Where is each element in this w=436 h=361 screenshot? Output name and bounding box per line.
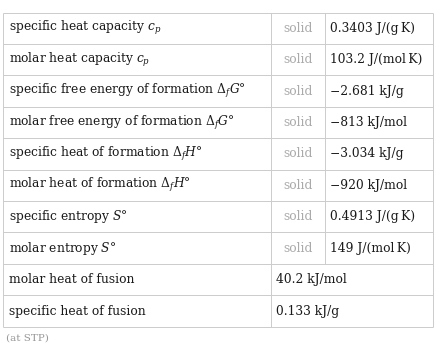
- Text: solid: solid: [283, 210, 313, 223]
- Text: specific heat capacity $c_p$: specific heat capacity $c_p$: [9, 19, 161, 37]
- Text: solid: solid: [283, 84, 313, 98]
- Text: solid: solid: [283, 179, 313, 192]
- Text: molar heat capacity $c_p$: molar heat capacity $c_p$: [9, 51, 150, 69]
- Text: molar heat of formation $\Delta_f H°$: molar heat of formation $\Delta_f H°$: [9, 177, 191, 194]
- Text: 149 J/(mol K): 149 J/(mol K): [330, 242, 411, 255]
- Text: −920 kJ/mol: −920 kJ/mol: [330, 179, 408, 192]
- Text: specific heat of fusion: specific heat of fusion: [9, 304, 146, 318]
- Text: solid: solid: [283, 22, 313, 35]
- Text: specific free energy of formation $\Delta_f G°$: specific free energy of formation $\Delt…: [9, 82, 245, 100]
- Text: specific entropy $S°$: specific entropy $S°$: [9, 208, 127, 225]
- Text: 0.133 kJ/g: 0.133 kJ/g: [276, 304, 339, 318]
- Text: solid: solid: [283, 242, 313, 255]
- Text: specific heat of formation $\Delta_f H°$: specific heat of formation $\Delta_f H°$: [9, 145, 202, 163]
- Text: solid: solid: [283, 53, 313, 66]
- Text: −3.034 kJ/g: −3.034 kJ/g: [330, 147, 404, 161]
- Text: −813 kJ/mol: −813 kJ/mol: [330, 116, 408, 129]
- Text: 40.2 kJ/mol: 40.2 kJ/mol: [276, 273, 347, 286]
- Text: 0.3403 J/(g K): 0.3403 J/(g K): [330, 22, 416, 35]
- Text: 0.4913 J/(g K): 0.4913 J/(g K): [330, 210, 416, 223]
- Text: molar entropy $S°$: molar entropy $S°$: [9, 240, 116, 257]
- Text: 103.2 J/(mol K): 103.2 J/(mol K): [330, 53, 423, 66]
- Text: (at STP): (at STP): [6, 333, 48, 342]
- Text: −2.681 kJ/g: −2.681 kJ/g: [330, 84, 404, 98]
- Text: solid: solid: [283, 116, 313, 129]
- Text: molar heat of fusion: molar heat of fusion: [9, 273, 134, 286]
- Text: molar free energy of formation $\Delta_f G°$: molar free energy of formation $\Delta_f…: [9, 114, 234, 131]
- Text: solid: solid: [283, 147, 313, 161]
